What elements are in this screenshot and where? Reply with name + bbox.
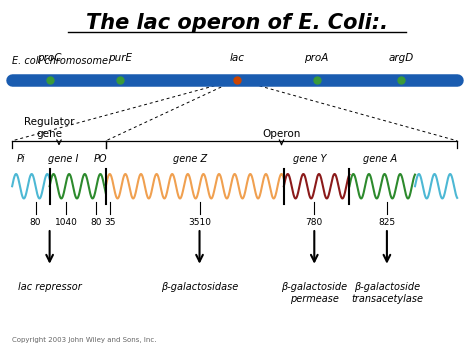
Text: argD: argD [388, 53, 414, 63]
Text: Regulator
gene: Regulator gene [24, 118, 75, 139]
Text: 80: 80 [30, 218, 41, 227]
Text: 1040: 1040 [55, 218, 77, 227]
Text: gene Y: gene Y [293, 154, 327, 164]
Text: Copyright 2003 John Wiley and Sons, Inc.: Copyright 2003 John Wiley and Sons, Inc. [12, 338, 156, 344]
Text: 3510: 3510 [188, 218, 211, 227]
Text: 80: 80 [91, 218, 102, 227]
Text: lac repressor: lac repressor [18, 282, 82, 292]
Text: gene A: gene A [363, 154, 397, 164]
Text: 825: 825 [378, 218, 395, 227]
Text: lac: lac [229, 53, 245, 63]
Text: β-galactoside
permease: β-galactoside permease [281, 282, 347, 304]
Text: β-galactoside
transacetylase: β-galactoside transacetylase [351, 282, 423, 304]
Text: E. coli chromosome:: E. coli chromosome: [12, 56, 111, 66]
Text: PO: PO [93, 154, 107, 164]
Text: purE: purE [108, 53, 132, 63]
Text: Operon: Operon [262, 129, 301, 139]
Text: The lac operon of E. Coli:.: The lac operon of E. Coli:. [86, 13, 388, 33]
Text: Pi: Pi [17, 154, 26, 164]
Text: 35: 35 [104, 218, 115, 227]
Text: β-galactosidase: β-galactosidase [161, 282, 238, 292]
Text: gene I: gene I [48, 154, 79, 164]
Text: proA: proA [304, 53, 329, 63]
Text: proC: proC [37, 53, 62, 63]
Text: 780: 780 [306, 218, 323, 227]
Text: gene Z: gene Z [173, 154, 207, 164]
